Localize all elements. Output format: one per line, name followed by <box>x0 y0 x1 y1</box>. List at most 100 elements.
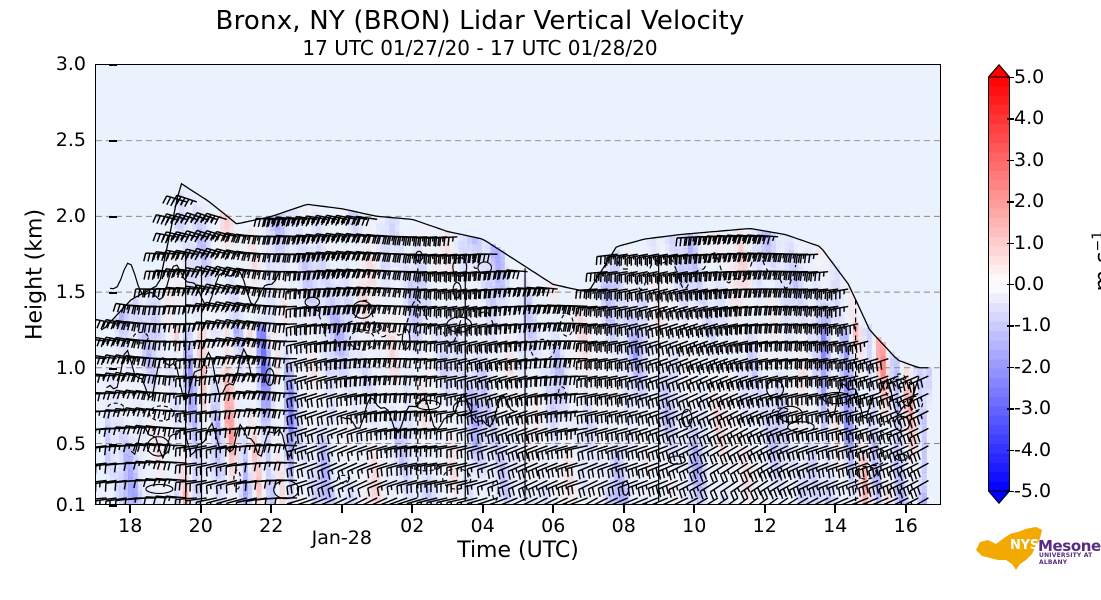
x-tick-mark <box>340 505 343 513</box>
wind-barb <box>425 375 448 388</box>
wind-barb <box>316 410 338 427</box>
wind-barb <box>476 479 498 496</box>
wind-barb <box>617 479 638 497</box>
wind-barb <box>215 479 238 495</box>
wind-barb <box>695 497 709 504</box>
wind-barb <box>286 357 308 373</box>
x-tick-label: 06 <box>541 515 566 537</box>
wind-barb <box>595 305 618 318</box>
wind-barb <box>315 340 338 353</box>
wind-barb <box>696 288 719 301</box>
wind-barb <box>797 445 819 462</box>
wind-barb <box>566 427 588 441</box>
wind-barb <box>637 445 659 462</box>
wind-barb <box>678 462 699 482</box>
wind-barb <box>273 409 298 419</box>
wind-barb <box>767 410 789 426</box>
wind-barb <box>362 497 378 504</box>
wind-barb <box>332 497 348 504</box>
wind-barb <box>768 497 779 504</box>
wind-barb <box>647 340 669 357</box>
wind-barb <box>273 357 298 368</box>
wind-barb <box>425 445 448 458</box>
wind-barb <box>717 375 739 393</box>
wind-barb <box>414 323 438 335</box>
wind-barb <box>595 323 618 336</box>
wind-barb <box>466 375 488 391</box>
wind-barb <box>163 410 187 420</box>
wind-barb <box>356 462 378 480</box>
wind-barb <box>174 392 197 405</box>
wind-barb <box>406 479 428 494</box>
wind-barb <box>506 410 528 426</box>
nys-mesonet-logo: NYS Mesonet UNIVERSITY AT ALBANY <box>966 520 1101 576</box>
wind-barb <box>496 392 518 409</box>
wind-barb <box>466 323 488 337</box>
x-axis-ticks: 18 20 22 Jan-28 02 04 06 08 10 12 14 16 <box>95 505 941 551</box>
wind-barb <box>565 392 588 404</box>
wind-barb <box>132 442 157 453</box>
wind-barb <box>576 375 598 389</box>
wind-barb <box>739 445 759 465</box>
wind-barb <box>466 392 488 408</box>
wind-barb <box>337 462 358 480</box>
colorbar-tick-mark <box>1007 201 1014 203</box>
wind-barb <box>122 443 147 453</box>
wind-barb <box>112 426 137 436</box>
wind-barb <box>847 392 869 408</box>
wind-barb <box>867 357 889 374</box>
wind-barb <box>756 357 779 372</box>
wind-barb <box>715 288 739 300</box>
wind-barb <box>827 410 849 425</box>
logo-nys-text: NYS <box>1010 538 1039 553</box>
wind-barb <box>595 253 618 266</box>
wind-barb <box>343 497 358 504</box>
wind-barb <box>699 462 719 482</box>
wind-barb <box>657 340 679 357</box>
wind-barb <box>575 340 598 353</box>
wind-barb <box>684 497 699 504</box>
wind-barb <box>607 462 628 479</box>
wind-barb <box>616 410 638 425</box>
wind-barb <box>195 427 217 441</box>
wind-barb <box>616 288 638 302</box>
wind-barb <box>816 392 839 407</box>
wind-barb <box>286 462 308 478</box>
wind-barb <box>564 375 588 386</box>
wind-barb <box>595 288 618 301</box>
wind-barb <box>847 357 869 373</box>
wind-barb <box>175 410 197 423</box>
wind-barb <box>616 375 638 390</box>
wind-barb <box>487 479 508 497</box>
wind-barb <box>596 357 618 371</box>
wind-barb <box>577 445 598 462</box>
wind-barb <box>396 462 418 476</box>
wind-barb <box>916 497 929 504</box>
colorbar-tick-label: 1.0 <box>1014 231 1045 254</box>
colorbar <box>988 64 1010 504</box>
y-axis-label: Height (km) <box>22 208 48 341</box>
wind-barb <box>795 270 819 282</box>
wind-barb <box>728 497 739 504</box>
wind-barb <box>847 445 869 461</box>
x-tick-mark <box>622 505 625 513</box>
wind-barb <box>687 375 709 393</box>
wind-barb <box>708 427 729 447</box>
wind-barb <box>611 497 629 504</box>
wind-barb <box>816 340 839 353</box>
wind-barb <box>727 392 749 410</box>
wind-barb <box>898 375 919 393</box>
wind-barb <box>203 338 227 349</box>
wind-barb <box>356 427 378 443</box>
wind-barb <box>274 497 298 504</box>
wind-barb <box>556 445 578 460</box>
y-tick-mark <box>109 292 117 294</box>
wind-barb <box>96 391 117 402</box>
wind-barb <box>657 427 679 445</box>
wind-barb <box>647 462 669 480</box>
wind-barb <box>561 497 578 504</box>
wind-barb <box>487 427 508 444</box>
wind-barb <box>888 427 909 446</box>
x-tick-mark <box>834 505 837 513</box>
wind-barb <box>434 236 458 247</box>
